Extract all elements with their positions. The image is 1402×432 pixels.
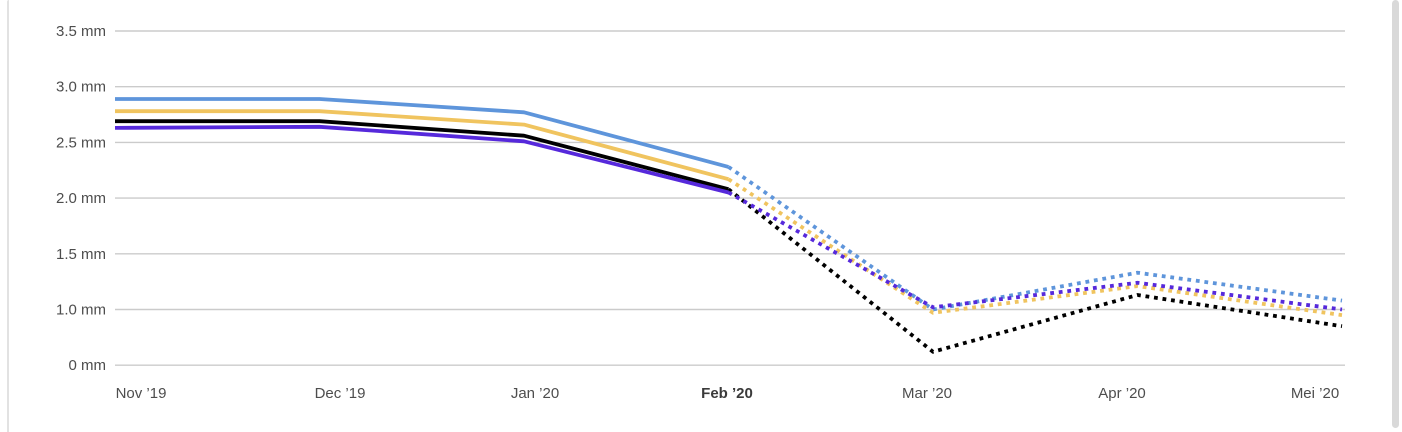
series-line-dotted-gold (727, 177, 1343, 317)
x-axis-tick-label: Jan ’20 (511, 385, 559, 402)
y-axis-tick-label: 1.5 mm (56, 246, 106, 263)
x-axis-tick-label: Apr ’20 (1098, 385, 1146, 402)
y-axis-tick-label: 0 mm (69, 357, 107, 374)
vertical-scrollbar[interactable] (1392, 0, 1399, 428)
y-axis-tick-label: 1.0 mm (56, 302, 106, 319)
y-axis-tick-label: 3.0 mm (56, 79, 106, 96)
x-axis-tick-label: Dec ’19 (315, 385, 366, 402)
series-line-dotted-blue (727, 165, 1343, 312)
x-axis-tick-label: Nov ’19 (116, 385, 167, 402)
x-axis-tick-label: Mei ’20 (1291, 385, 1339, 402)
series-line-solid-blue (115, 97, 729, 169)
series-line-dotted-purple (727, 190, 1343, 312)
card-left-border (7, 0, 9, 432)
series-line-solid-gold (115, 109, 729, 182)
series-line-dotted-black (727, 187, 1343, 354)
x-axis-tick-label: Mar ’20 (902, 385, 952, 402)
series-line-solid-black (115, 119, 729, 192)
y-axis-tick-label: 3.5 mm (56, 23, 106, 40)
series-line-solid-purple (114, 124, 729, 195)
y-axis-tick-label: 2.5 mm (56, 134, 106, 151)
x-axis-tick-label: Feb ’20 (701, 385, 753, 402)
y-axis-tick-label: 2.0 mm (56, 190, 106, 207)
